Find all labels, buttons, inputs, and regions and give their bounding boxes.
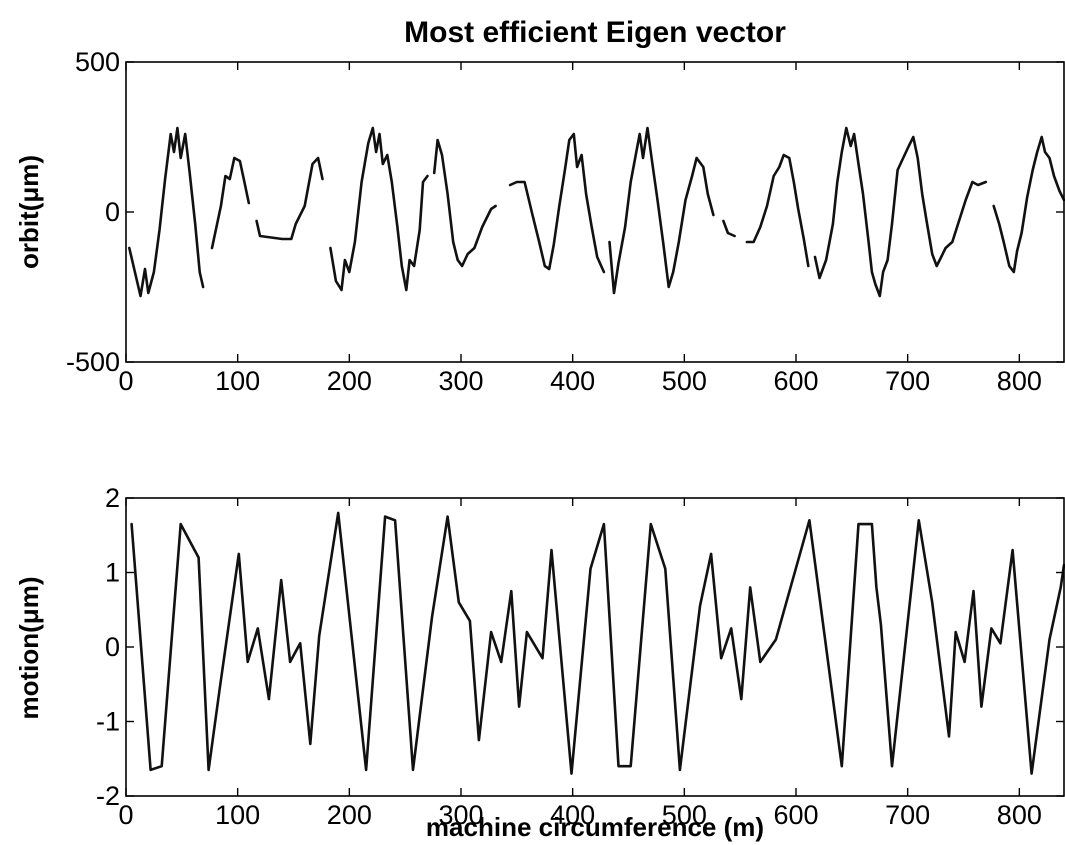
x-tick-label: 500 [662,366,707,396]
x-tick-label: 700 [885,800,930,830]
x-tick-label: 200 [327,800,372,830]
x-tick-label: 0 [118,366,133,396]
orbit-line-segment [722,219,736,238]
orbit-line-segment [745,153,810,268]
orbit-x-tick-labels: 0 100 200 300 400 500 600 700 800 [118,366,1041,396]
y-tick-label: -2 [96,781,120,811]
orbit-series [128,126,1065,298]
motion-line [130,511,1065,775]
x-tick-label: 600 [773,800,818,830]
x-tick-label: 700 [885,366,930,396]
x-tick-label: 200 [327,366,372,396]
motion-tick-marks [125,497,1064,797]
x-tick-label: 500 [662,800,707,830]
orbit-line-segment [992,135,1065,274]
y-tick-label: 1 [105,558,120,588]
orbit-line-segment [432,138,497,268]
motion-x-tick-labels: 0 100 200 300 400 500 600 700 800 [118,800,1041,830]
y-tick-label: 2 [105,483,120,513]
y-tick-label: 500 [75,47,120,77]
motion-series [130,511,1065,775]
orbit-axes-frame [125,61,1065,363]
x-tick-label: 600 [773,366,818,396]
x-tick-label: 800 [997,800,1042,830]
orbit-line-segment [813,126,988,298]
x-tick-label: 400 [550,800,595,830]
x-tick-label: 400 [550,366,595,396]
orbit-y-axis-label: orbit(μm) [14,155,44,269]
orbit-tick-marks [125,61,1064,363]
orbit-line-segment [329,126,429,292]
x-tick-label: 300 [438,800,483,830]
motion-y-tick-labels: 2 1 0 -1 -2 [96,483,120,811]
orbit-line-segment [508,132,606,274]
x-axis-label: machine circumference (m) [426,812,764,842]
orbit-line-segment [608,126,715,295]
x-tick-label: 800 [997,366,1042,396]
y-tick-label: -1 [96,707,120,737]
motion-panel: 0 100 200 300 400 500 600 700 800 2 1 0 -1 -2 motion… [14,483,1065,842]
orbit-y-tick-labels: 500 0 -500 [66,47,120,377]
orbit-line-segment [210,156,251,250]
x-tick-label: 300 [438,366,483,396]
x-tick-label: 100 [215,800,260,830]
y-tick-label: 0 [105,632,120,662]
orbit-line-segment [255,156,324,241]
x-tick-label: 0 [118,800,133,830]
y-tick-label: -500 [66,347,120,377]
chart-title: Most efficient Eigen vector [404,16,786,49]
orbit-line-segment [128,126,205,298]
motion-y-axis-label: motion(μm) [14,577,44,720]
x-tick-label: 100 [215,366,260,396]
y-tick-label: 0 [105,197,120,227]
